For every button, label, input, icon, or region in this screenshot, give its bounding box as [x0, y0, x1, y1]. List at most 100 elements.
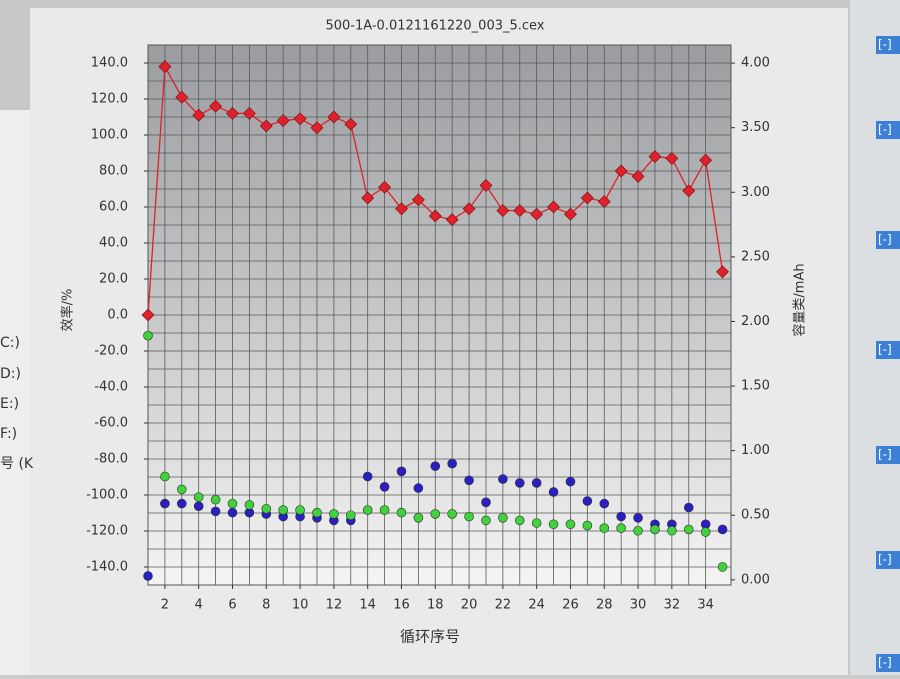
data-point — [481, 497, 491, 508]
x-tick-label: 12 — [326, 598, 343, 613]
collapse-button[interactable]: [-] — [878, 123, 892, 137]
collapse-button[interactable]: [-] — [878, 343, 892, 357]
collapse-button[interactable]: [-] — [878, 233, 892, 247]
y-tick-label: -100.0 — [86, 488, 128, 503]
chart-title: 500-1A-0.0121161220_003_5.cex — [325, 19, 544, 34]
data-point — [548, 487, 559, 497]
x-axis-label: 循环序号 — [400, 628, 460, 646]
data-point — [345, 510, 356, 521]
data-point — [344, 117, 358, 131]
data-point — [395, 202, 408, 216]
data-point — [633, 513, 643, 523]
collapse-button-bg[interactable] — [876, 446, 900, 464]
data-point — [531, 478, 542, 488]
data-point — [599, 498, 610, 509]
x-tick-label: 20 — [461, 598, 478, 613]
y-tick-label: -120.0 — [86, 524, 128, 539]
data-point — [176, 498, 187, 509]
data-point — [329, 509, 339, 519]
y-tick-label: 140.0 — [91, 56, 128, 71]
x-tick-label: 24 — [528, 598, 545, 613]
data-point — [141, 308, 155, 322]
data-point — [413, 513, 424, 523]
collapse-button-bg[interactable] — [876, 36, 900, 54]
data-point — [378, 180, 392, 194]
collapse-button[interactable]: [-] — [878, 553, 892, 567]
y-tick-label: 60.0 — [99, 200, 128, 215]
x-tick-label: 30 — [630, 598, 647, 613]
data-point — [582, 496, 593, 506]
x-tick-label: 18 — [427, 598, 444, 613]
y2-tick-label: 0.50 — [741, 508, 770, 523]
data-point — [700, 527, 711, 537]
data-point — [192, 108, 206, 122]
x-tick-label: 8 — [262, 598, 270, 613]
data-point — [176, 484, 187, 495]
x-tick-label: 22 — [495, 598, 512, 613]
y-tick-label: 100.0 — [91, 128, 128, 143]
data-point — [227, 498, 238, 509]
data-point — [244, 500, 255, 510]
data-point — [580, 191, 594, 205]
x-tick-label: 6 — [228, 598, 236, 613]
data-point — [175, 90, 189, 104]
data-point — [447, 509, 457, 519]
collapse-button[interactable]: [-] — [878, 38, 892, 52]
data-point — [479, 178, 493, 192]
y2-tick-label: 3.00 — [741, 185, 770, 200]
data-point — [447, 458, 457, 469]
data-point — [193, 492, 204, 502]
collapse-button[interactable]: [-] — [878, 448, 892, 462]
data-point — [160, 498, 170, 509]
data-point — [514, 478, 525, 488]
collapse-button-bg[interactable] — [876, 341, 900, 359]
y-tick-label: -80.0 — [94, 452, 128, 467]
data-point — [564, 207, 577, 221]
data-point — [547, 200, 560, 214]
drive-label[interactable]: C:) — [0, 335, 20, 351]
data-point — [143, 571, 153, 581]
data-point — [531, 518, 542, 528]
data-point — [259, 119, 273, 133]
data-point — [498, 513, 508, 523]
collapse-button-bg[interactable] — [876, 551, 900, 569]
data-point — [210, 506, 221, 517]
data-point — [327, 110, 341, 124]
data-point — [411, 193, 425, 207]
y2-tick-label: 4.00 — [741, 56, 770, 71]
data-point — [361, 191, 375, 205]
data-point — [396, 507, 407, 518]
data-point — [158, 60, 172, 74]
data-point — [614, 164, 628, 178]
y-axis-label: 效率/% — [60, 289, 76, 332]
data-point — [261, 503, 272, 514]
drive-label[interactable]: 号 (K — [0, 456, 34, 472]
x-tick-label: 2 — [161, 598, 169, 613]
drive-label[interactable]: F:) — [0, 426, 17, 442]
left-strip — [0, 110, 30, 675]
collapse-button-bg[interactable] — [876, 121, 900, 139]
data-point — [362, 471, 373, 482]
data-point — [716, 265, 729, 279]
collapse-button[interactable]: [-] — [878, 656, 892, 670]
y2-axis-label: 容量类/mAh — [792, 263, 808, 336]
y-tick-label: 40.0 — [99, 236, 128, 251]
data-point — [227, 507, 238, 518]
data-point — [682, 184, 696, 198]
data-point — [464, 511, 474, 522]
data-point — [683, 524, 694, 535]
collapse-button-bg[interactable] — [876, 231, 900, 249]
data-point — [362, 505, 373, 515]
data-point — [462, 202, 476, 216]
data-point — [597, 195, 611, 209]
y2-tick-label: 2.50 — [741, 249, 770, 264]
drive-label[interactable]: D:) — [0, 366, 21, 382]
drive-label[interactable]: E:) — [0, 396, 19, 412]
data-point — [514, 515, 525, 526]
data-point — [396, 466, 407, 477]
x-tick-label: 32 — [664, 598, 681, 613]
data-point — [667, 525, 677, 536]
collapse-button-bg[interactable] — [876, 654, 900, 672]
data-point — [209, 99, 223, 113]
